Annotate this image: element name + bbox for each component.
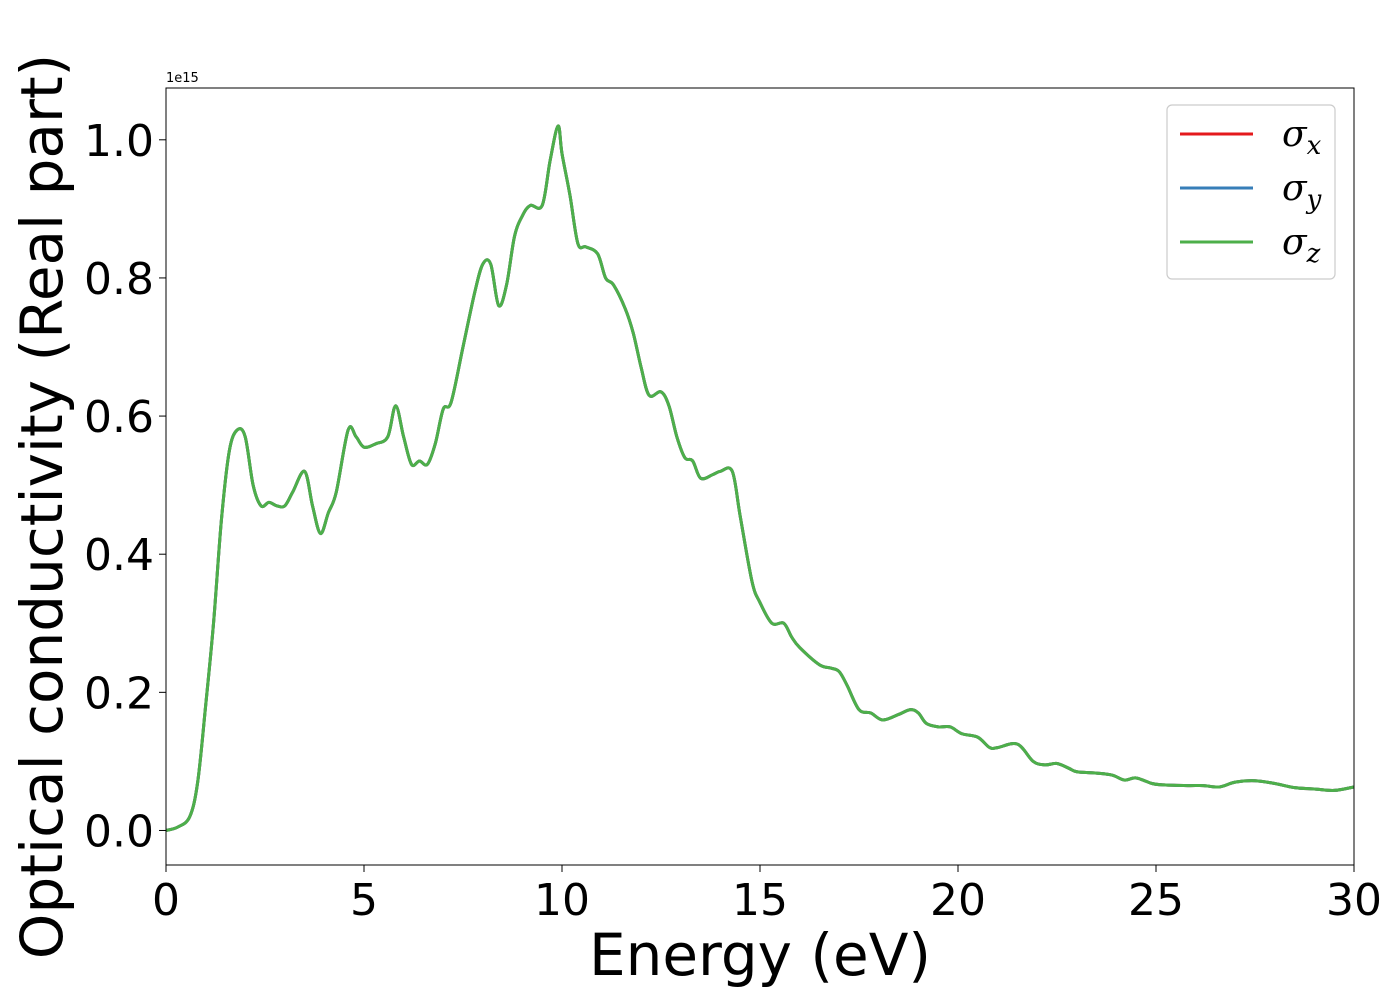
y-tick-label: 0.2 [84, 668, 154, 719]
legend-box [1166, 104, 1336, 280]
series-layer [166, 124, 1354, 832]
y-tick-label: 1.0 [84, 116, 154, 167]
plot-area [165, 87, 1355, 866]
y-tick-label: 0.8 [84, 254, 154, 305]
y-axis-title: Optical conductivity (Real part) [8, 54, 76, 959]
x-tick-label: 20 [930, 875, 986, 926]
legend-label-y: σy [1282, 168, 1322, 215]
y-axis: 0.0 0.2 0.4 0.6 0.8 1.0 [84, 116, 166, 857]
plot-background [166, 88, 1354, 865]
x-axis: 0 5 10 15 20 25 30 [152, 865, 1382, 926]
y-tick-label: 0.4 [84, 530, 154, 581]
x-tick-label: 30 [1326, 875, 1382, 926]
y-tick-label: 0.0 [84, 806, 154, 857]
y-offset-label: 1e15 [166, 71, 199, 86]
legend-label-x: σx [1282, 114, 1322, 161]
legend-label-z: σz [1282, 222, 1321, 269]
x-tick-label: 5 [350, 875, 378, 926]
x-tick-label: 0 [152, 875, 180, 926]
series-line-z [166, 124, 1354, 832]
legend: σx σy σz [1166, 104, 1336, 280]
x-axis-title: Energy (eV) [589, 921, 931, 989]
x-tick-label: 10 [534, 875, 590, 926]
x-tick-label: 25 [1128, 875, 1184, 926]
y-tick-label: 0.6 [84, 392, 154, 443]
x-tick-label: 15 [732, 875, 788, 926]
